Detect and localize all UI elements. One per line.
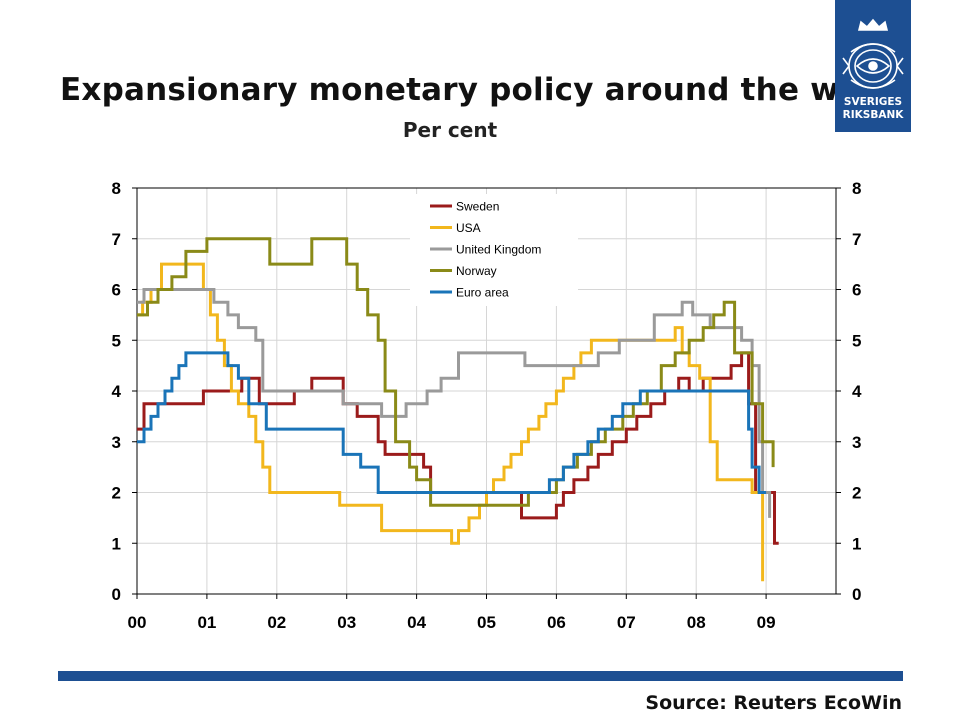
y-tick-label-left: 2 bbox=[112, 484, 121, 503]
series-line-euro-area bbox=[137, 351, 767, 494]
y-tick-label-right: 6 bbox=[852, 281, 861, 300]
y-tick-label-left: 7 bbox=[112, 230, 121, 249]
footer-bar bbox=[58, 671, 903, 681]
riksbank-logo: SVERIGES RIKSBANK bbox=[835, 0, 911, 132]
y-tick-label-left: 6 bbox=[112, 281, 121, 300]
y-tick-label-right: 5 bbox=[852, 331, 861, 350]
y-tick-label-left: 0 bbox=[112, 585, 121, 604]
slide-subtitle: Per cent bbox=[402, 118, 498, 142]
x-tick-label: 07 bbox=[617, 613, 636, 632]
x-tick-label: 03 bbox=[337, 613, 356, 632]
x-tick-label: 04 bbox=[407, 613, 426, 632]
y-tick-label-right: 8 bbox=[852, 179, 861, 198]
x-tick-label: 09 bbox=[757, 613, 776, 632]
x-tick-label: 02 bbox=[267, 613, 286, 632]
legend-label: USA bbox=[456, 221, 481, 235]
y-tick-label-left: 5 bbox=[112, 331, 121, 350]
y-tick-label-left: 1 bbox=[112, 534, 121, 553]
x-tick-label: 01 bbox=[197, 613, 216, 632]
y-tick-label-left: 3 bbox=[112, 433, 121, 452]
y-tick-label-right: 3 bbox=[852, 433, 861, 452]
logo-line1: SVERIGES bbox=[843, 96, 903, 108]
y-tick-label-left: 4 bbox=[112, 382, 122, 401]
y-tick-label-right: 0 bbox=[852, 585, 861, 604]
riksbank-crest-icon bbox=[842, 18, 904, 89]
series-line-norway bbox=[137, 237, 775, 507]
x-tick-label: 05 bbox=[477, 613, 496, 632]
y-tick-label-right: 7 bbox=[852, 230, 861, 249]
series-line-sweden bbox=[137, 351, 779, 545]
series-line-usa bbox=[137, 262, 765, 582]
logo-line2: RIKSBANK bbox=[842, 109, 904, 121]
slide-title: Expansionary monetary policy around the … bbox=[60, 72, 910, 108]
legend-label: Norway bbox=[456, 264, 497, 278]
series-line-united-kingdom bbox=[137, 288, 772, 518]
x-tick-label: 06 bbox=[547, 613, 566, 632]
y-tick-label-left: 8 bbox=[112, 179, 121, 198]
y-tick-label-right: 2 bbox=[852, 484, 861, 503]
x-tick-label: 00 bbox=[128, 613, 147, 632]
legend-label: Sweden bbox=[456, 200, 499, 214]
legend-label: United Kingdom bbox=[456, 243, 541, 257]
y-tick-label-right: 4 bbox=[852, 382, 862, 401]
source-note: Source: Reuters EcoWin bbox=[645, 692, 902, 714]
y-tick-label-right: 1 bbox=[852, 534, 861, 553]
x-tick-label: 08 bbox=[687, 613, 706, 632]
legend-label: Euro area bbox=[456, 286, 509, 300]
